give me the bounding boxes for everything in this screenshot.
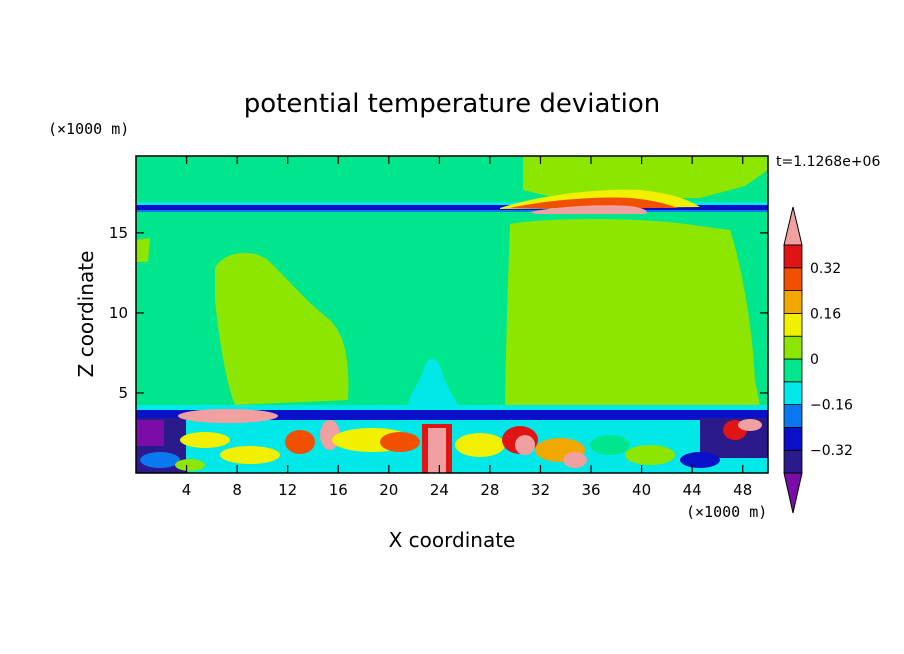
time-label: t=1.1268e+06 xyxy=(776,154,880,170)
colorbar: 0.32 0.16 0 −0.16 −0.32 xyxy=(783,206,853,514)
colorbar-swatch xyxy=(783,290,803,314)
x-ticks: 4 8 12 16 20 24 28 32 36 40 44 48 xyxy=(182,156,752,499)
colorbar-swatch xyxy=(783,335,803,360)
upper-warm-anomaly-core xyxy=(510,197,678,208)
inversion-band xyxy=(136,410,768,420)
y-unit-label: (×1000 m) xyxy=(48,120,129,138)
chart-title: potential temperature deviation xyxy=(244,89,660,119)
boundary-layer-left-coldest xyxy=(136,420,164,446)
x-tick-label: 16 xyxy=(329,481,348,499)
tropopause-band-lower xyxy=(136,210,768,212)
y-tick-label: 10 xyxy=(109,304,128,322)
colorbar-swatch xyxy=(783,449,803,474)
y-axis-label: Z coordinate xyxy=(74,251,98,378)
colorbar-tick-label: 0.32 xyxy=(810,261,841,277)
colorbar-swatch xyxy=(783,244,803,269)
boundary-layer-blobs xyxy=(140,409,762,473)
right-plume-region xyxy=(505,156,768,405)
x-tick-label: 4 xyxy=(182,481,192,499)
x-tick-label: 8 xyxy=(232,481,242,499)
x-tick-label: 28 xyxy=(480,481,499,499)
upper-warm-anomaly-peak xyxy=(530,205,647,214)
x-tick-label: 20 xyxy=(379,481,398,499)
x-tick-label: 12 xyxy=(278,481,297,499)
x-tick-label: 40 xyxy=(632,481,651,499)
colorbar-tick-label: −0.32 xyxy=(810,443,853,459)
colorbar-tick-label: 0.16 xyxy=(810,306,841,322)
x-tick-label: 32 xyxy=(531,481,550,499)
colorbar-lower-arrow xyxy=(783,472,803,514)
heatmap-field xyxy=(136,156,768,473)
central-updraft-region xyxy=(408,358,458,405)
y-ticks: 5 10 15 xyxy=(109,224,768,402)
x-tick-label: 48 xyxy=(733,481,752,499)
colorbar-swatch xyxy=(783,312,803,337)
colorbar-swatch xyxy=(783,267,803,291)
colorbar-swatch xyxy=(783,381,803,405)
colorbar-swatch xyxy=(783,426,803,451)
x-tick-label: 24 xyxy=(430,481,449,499)
plot-frame xyxy=(135,155,769,474)
colorbar-swatch xyxy=(783,358,803,383)
tropopause-band-upper xyxy=(136,202,768,206)
x-unit-label: (×1000 m) xyxy=(686,503,767,521)
colorbar-upper-arrow xyxy=(783,206,803,246)
y-tick-label: 15 xyxy=(109,224,128,242)
y-tick-label: 5 xyxy=(118,384,128,402)
left-plume-region xyxy=(136,238,349,405)
tropopause-band xyxy=(136,205,768,210)
colorbar-tick-label: 0 xyxy=(810,352,819,368)
colorbar-swatch xyxy=(783,404,803,428)
inversion-band-upper xyxy=(136,405,768,411)
colorbar-tick-label: −0.16 xyxy=(810,398,853,414)
x-tick-label: 44 xyxy=(683,481,702,499)
x-axis-label: X coordinate xyxy=(389,528,516,552)
x-tick-label: 36 xyxy=(581,481,600,499)
